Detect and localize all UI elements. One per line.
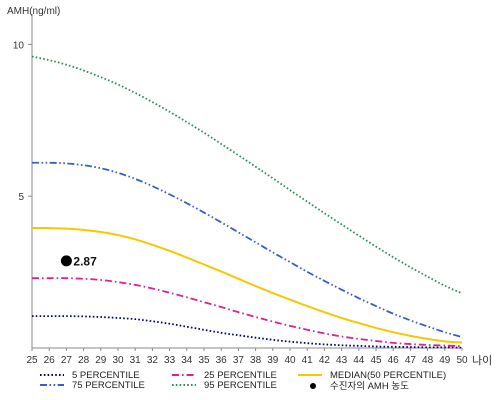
x-tick-label: 27 — [61, 355, 73, 366]
patient-amh-value-label: 2.87 — [73, 254, 97, 268]
x-tick-label: 44 — [353, 355, 365, 366]
patient-marker-group: 2.87 — [60, 254, 97, 268]
x-tick-label: 39 — [267, 355, 279, 366]
x-tick-label: 48 — [422, 355, 434, 366]
y-tick-label: 5 — [18, 192, 24, 203]
x-tick-label: 45 — [370, 355, 382, 366]
x-tick-label: 37 — [233, 355, 245, 366]
x-tick-label: 31 — [130, 355, 142, 366]
patient-amh-point — [60, 255, 72, 267]
x-tick-label: 35 — [198, 355, 210, 366]
legend-label: MEDIAN(50 PERCENTILE) — [330, 370, 446, 381]
x-tick-label: 38 — [250, 355, 262, 366]
x-tick-label: 30 — [112, 355, 124, 366]
x-tick-label: 49 — [439, 355, 451, 366]
series-line-5-percentile — [32, 315, 463, 349]
plot-axes: 25 26 27 28 29 30 31 32 33 34 35 36 37 38 39 40 41 42 43 44… — [13, 14, 468, 366]
legend-marker-dot — [310, 383, 316, 389]
x-tick-label: 46 — [388, 355, 400, 366]
percentile-lines — [31, 55, 463, 349]
legend-label: 95 PERCENTILE — [204, 380, 277, 391]
x-tick-label: 32 — [147, 355, 159, 366]
legend-label: 75 PERCENTILE — [72, 380, 145, 391]
x-tick-label: 41 — [302, 355, 314, 366]
y-tick-label: 10 — [13, 40, 25, 51]
x-tick-label: 33 — [164, 355, 176, 366]
legend: 5 PERCENTILE 25 PERCENTILE MEDIAN(50 PERCE… — [40, 370, 446, 392]
x-tick-label: 50 — [456, 355, 468, 366]
x-tick-label: 34 — [181, 355, 193, 366]
x-tick-label: 29 — [95, 355, 107, 366]
series-line-25-percentile — [32, 277, 463, 348]
x-tick-label: 25 — [26, 355, 38, 366]
x-tick-label: 42 — [319, 355, 331, 366]
y-axis-title: AMH(ng/ml) — [7, 6, 60, 17]
series-line-75-percentile — [31, 161, 463, 338]
x-tick-label: 43 — [336, 355, 348, 366]
x-tick-label: 47 — [405, 355, 417, 366]
legend-label: 5 PERCENTILE — [72, 370, 140, 381]
series-line-95-percentile — [31, 55, 463, 295]
x-tick-label: 36 — [216, 355, 228, 366]
legend-marker-label: 수진자의 AMH 농도 — [330, 381, 409, 392]
x-tick-label: 26 — [44, 355, 56, 366]
legend-label: 25 PERCENTILE — [204, 370, 277, 381]
x-tick-label: 40 — [284, 355, 296, 366]
series-line-median-50-percentile — [31, 227, 463, 344]
x-tick-label: 28 — [78, 355, 90, 366]
x-axis-title: 나이 — [472, 354, 492, 367]
